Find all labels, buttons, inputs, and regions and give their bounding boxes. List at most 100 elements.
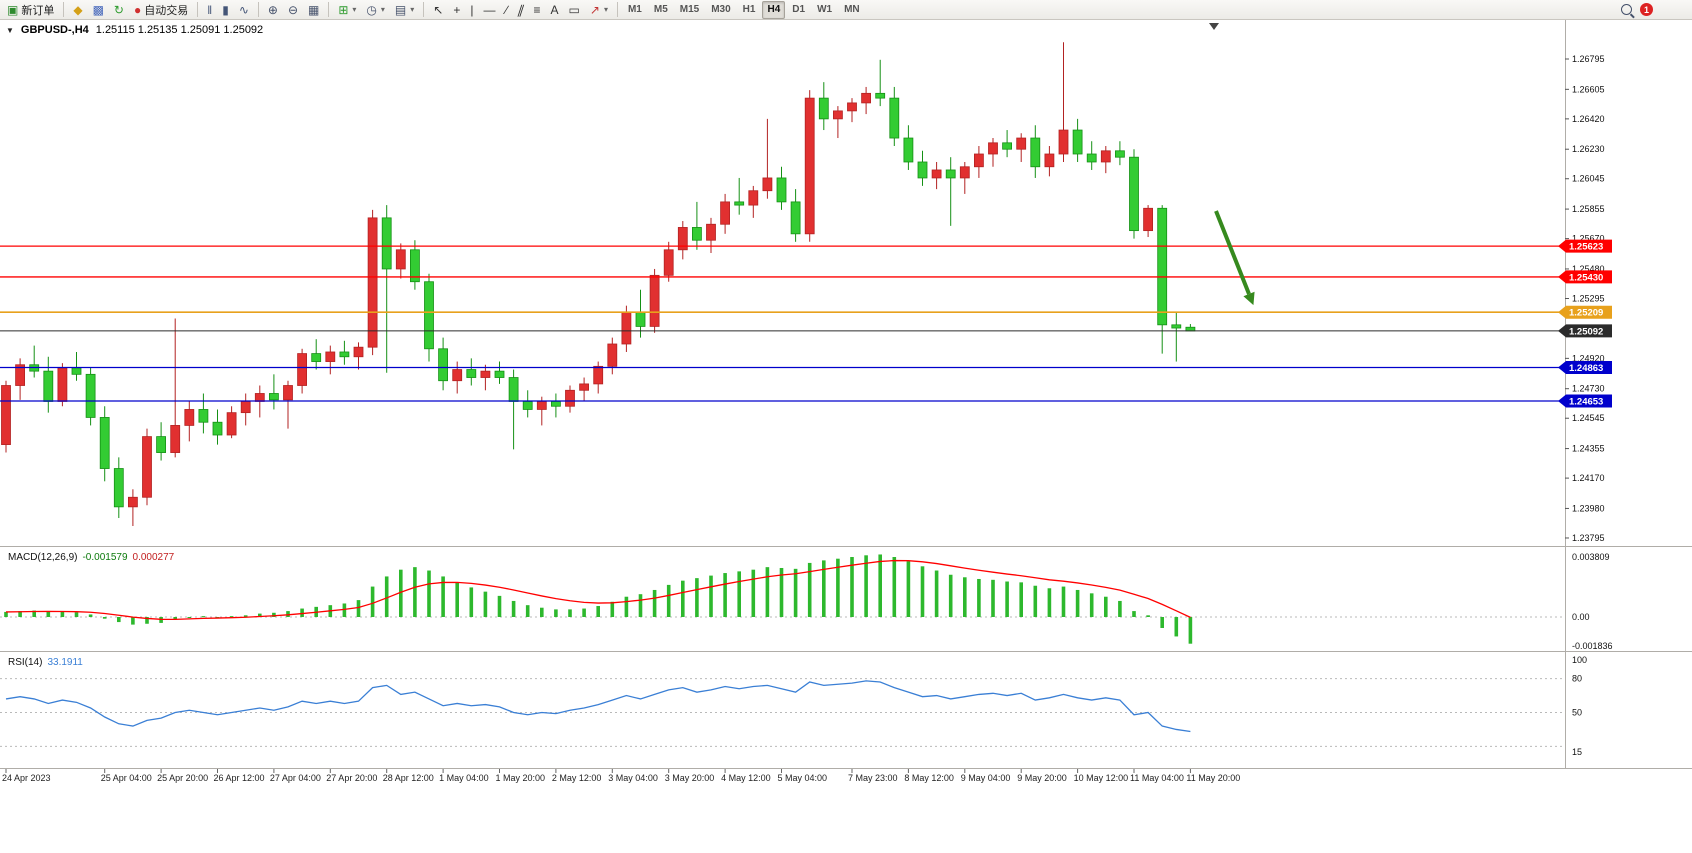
channel-button[interactable]: ∥: [514, 0, 528, 19]
candle: [283, 385, 293, 401]
candle: [1058, 129, 1069, 155]
candle: [1044, 153, 1055, 168]
vertical-line-button[interactable]: |: [466, 0, 477, 19]
candle: [15, 364, 26, 386]
trendline-button[interactable]: ∕: [501, 0, 511, 19]
chart-window[interactable]: 1.26795 1.26605 1.26420 1.26230 1.26045 1.258…: [0, 20, 1692, 853]
price-axis-label: 1.24355: [1572, 444, 1605, 454]
candle: [395, 249, 406, 270]
timeframe-m15-button[interactable]: M15: [679, 3, 700, 15]
price-badge-label: 1.24653: [1569, 396, 1603, 407]
candlestick-mode-button[interactable]: ▮: [218, 0, 233, 19]
arrows-button[interactable]: ↗ ▾: [586, 0, 612, 19]
cursor-icon: ↖: [433, 2, 444, 17]
indicators-button[interactable]: ⊞ ▾: [334, 0, 360, 19]
candle: [635, 311, 646, 327]
zoom-in-button[interactable]: ⊕: [264, 0, 282, 19]
templates-icon: ▤: [394, 2, 407, 17]
time-axis-label: 28 Apr 12:00: [383, 773, 434, 783]
zoom-out-button[interactable]: ⊖: [284, 0, 302, 19]
clock-icon: ◷: [366, 2, 377, 17]
candlestick-icon: ▮: [222, 2, 229, 17]
timeframe-h4-button[interactable]: H4: [762, 0, 786, 19]
macd-histogram-bar: [1104, 596, 1108, 617]
candle: [1016, 137, 1027, 150]
macd-histogram-bar: [300, 608, 304, 617]
collapse-trade-panel-arrow-icon[interactable]: ▼: [6, 25, 14, 35]
timeframe-m1-button[interactable]: M1: [627, 3, 642, 15]
horizontal-line-button[interactable]: —: [479, 0, 499, 19]
text-label-button[interactable]: ▭: [565, 0, 584, 19]
candle: [254, 393, 265, 402]
new-order-button[interactable]: ▣ 新订单: [3, 0, 58, 19]
line-chart-mode-button[interactable]: ∿: [235, 0, 253, 19]
price-axis-label: 1.25480: [1572, 264, 1605, 274]
cursor-button[interactable]: ↖: [429, 0, 447, 19]
macd-histogram-bar: [469, 587, 474, 617]
macd-histogram-bar: [399, 569, 403, 617]
price-axis-label: 1.25295: [1572, 293, 1605, 303]
timeframe-d1-button[interactable]: D1: [792, 3, 806, 15]
macd-histogram-bar: [1118, 600, 1122, 617]
bar-chart-icon: ‖: [207, 2, 213, 17]
candle: [565, 389, 575, 407]
macd-name: MACD(12,26,9): [8, 552, 78, 563]
macd-histogram-bar: [229, 616, 234, 618]
candle: [903, 137, 914, 163]
macd-histogram-bar: [751, 569, 756, 617]
candle: [127, 496, 138, 508]
macd-indicator-label: MACD(12,26,9) -0.001579 0.000277: [8, 552, 174, 563]
chart-shift-marker-icon[interactable]: [1209, 23, 1219, 30]
fibonacci-button[interactable]: ≡: [530, 0, 545, 19]
candle: [720, 201, 730, 225]
candle: [381, 217, 392, 270]
search-icon[interactable]: [1621, 4, 1632, 15]
macd-histogram-bar: [1019, 582, 1023, 617]
periods-button[interactable]: ◷ ▾: [362, 0, 389, 19]
price-badge-label: 1.25209: [1569, 308, 1603, 319]
profiles-button[interactable]: ▩: [89, 0, 108, 19]
candle: [1143, 207, 1153, 232]
time-axis-label: 4 May 12:00: [721, 773, 771, 783]
auto-trading-button[interactable]: ● 自动交易: [130, 0, 192, 19]
trend-arrow-annotation[interactable]: [1214, 210, 1251, 295]
notification-badge[interactable]: 1: [1640, 3, 1653, 16]
text-button[interactable]: A: [547, 0, 563, 19]
trend-arrow-head[interactable]: [1243, 291, 1255, 306]
market-watch-button[interactable]: ◆: [69, 0, 86, 19]
timeframe-mn-button[interactable]: MN: [844, 3, 860, 15]
chevron-down-icon: ▾: [410, 5, 415, 14]
refresh-button[interactable]: ↻: [110, 0, 128, 19]
candle: [974, 153, 984, 168]
candle: [1086, 153, 1097, 163]
macd-histogram-bar: [723, 573, 727, 617]
bar-chart-mode-button[interactable]: ‖: [203, 0, 216, 19]
candle: [57, 367, 68, 402]
timeframe-m30-button[interactable]: M30: [711, 3, 731, 15]
candle: [480, 370, 491, 378]
templates-button[interactable]: ▤ ▾: [391, 0, 418, 19]
candle: [748, 190, 759, 206]
price-axis-label: 1.24920: [1572, 353, 1605, 363]
macd-histogram-bar: [455, 582, 459, 617]
time-axis-label: 27 Apr 20:00: [326, 773, 377, 783]
crosshair-button[interactable]: +: [449, 0, 464, 19]
candle: [959, 166, 970, 179]
auto-trading-label: 自动交易: [144, 4, 189, 17]
price-chart-canvas[interactable]: 1.26795 1.26605 1.26420 1.26230 1.26045 1.258…: [0, 20, 1692, 853]
candle: [621, 311, 632, 345]
timeframe-w1-button[interactable]: W1: [817, 3, 833, 15]
candle: [1002, 142, 1012, 150]
time-axis-label: 3 May 20:00: [665, 773, 715, 783]
candle: [1072, 129, 1083, 155]
candle: [71, 367, 82, 375]
tile-windows-button[interactable]: ▦: [304, 0, 323, 19]
candle: [1129, 156, 1139, 232]
timeframe-m5-button[interactable]: M5: [653, 3, 668, 15]
candle: [649, 274, 660, 327]
macd-histogram-bar: [1061, 586, 1066, 617]
timeframe-h1-button[interactable]: H1: [742, 3, 756, 15]
candle: [790, 201, 801, 235]
macd-histogram-bar: [511, 600, 516, 617]
price-badge-label: 1.25623: [1569, 242, 1603, 253]
